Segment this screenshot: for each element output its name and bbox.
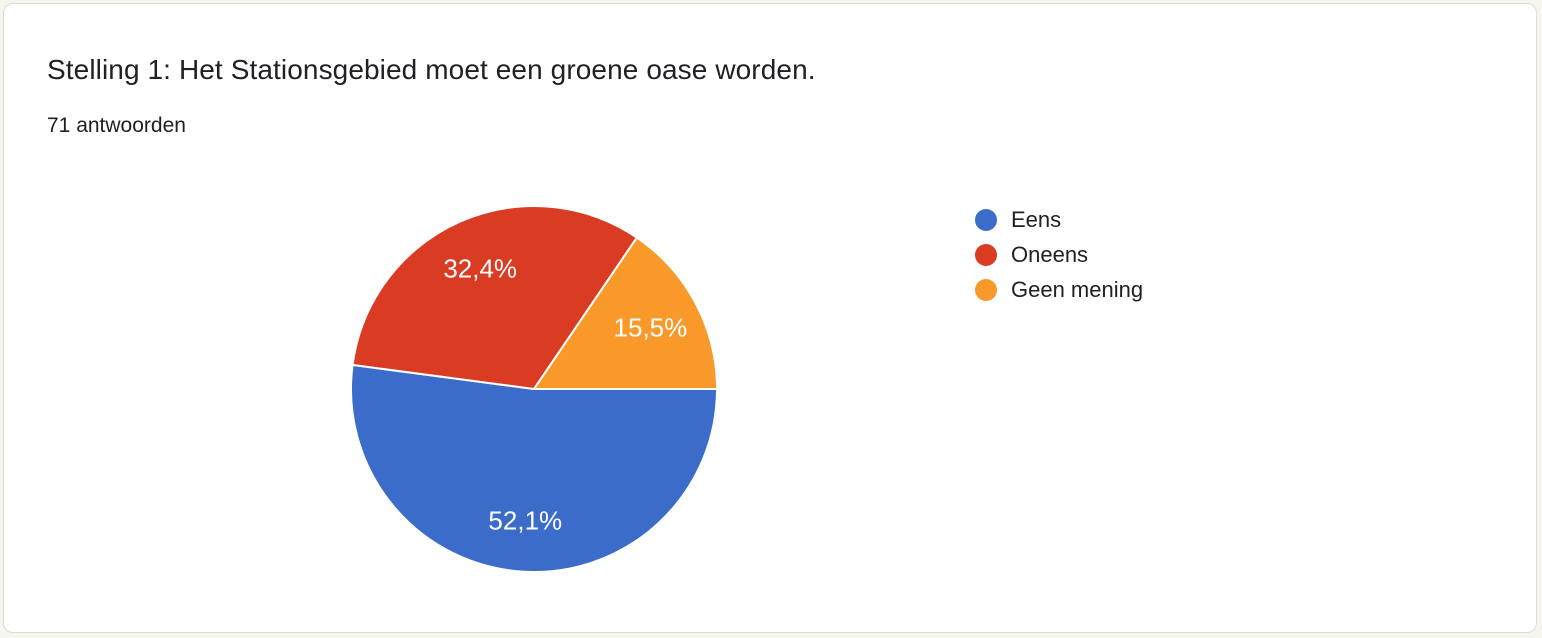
- pie-slice-percent-label: 15,5%: [614, 312, 688, 342]
- legend-swatch-geen-mening-icon: [975, 279, 997, 301]
- response-card: Stelling 1: Het Stationsgebied moet een …: [3, 3, 1537, 633]
- pie-slice-oneens[interactable]: [351, 204, 638, 390]
- pie-chart: 52,1% 32,4% 15,5%: [350, 204, 718, 573]
- pie-slice-percent-label: 32,4%: [443, 254, 517, 284]
- legend-item-oneens: Oneens: [975, 242, 1143, 267]
- legend-label-eens: Eens: [1011, 207, 1062, 232]
- legend-label-geen-mening: Geen mening: [1011, 277, 1144, 302]
- legend-item-geen-mening: Geen mening: [975, 277, 1144, 302]
- response-count: 71 antwoorden: [47, 114, 186, 137]
- legend-label-oneens: Oneens: [1011, 242, 1089, 267]
- question-title: Stelling 1: Het Stationsgebied moet een …: [47, 54, 816, 85]
- pie-slice-percent-label: 52,1%: [488, 506, 562, 536]
- pie-slice-eens[interactable]: [350, 363, 718, 573]
- legend-swatch-eens-icon: [975, 209, 997, 231]
- legend-item-eens: Eens: [975, 207, 1143, 232]
- pie-slice-geen-mening[interactable]: [533, 236, 718, 390]
- legend-swatch-oneens-icon: [975, 244, 997, 266]
- chart-legend: Eens Oneens Geen mening: [975, 207, 1144, 302]
